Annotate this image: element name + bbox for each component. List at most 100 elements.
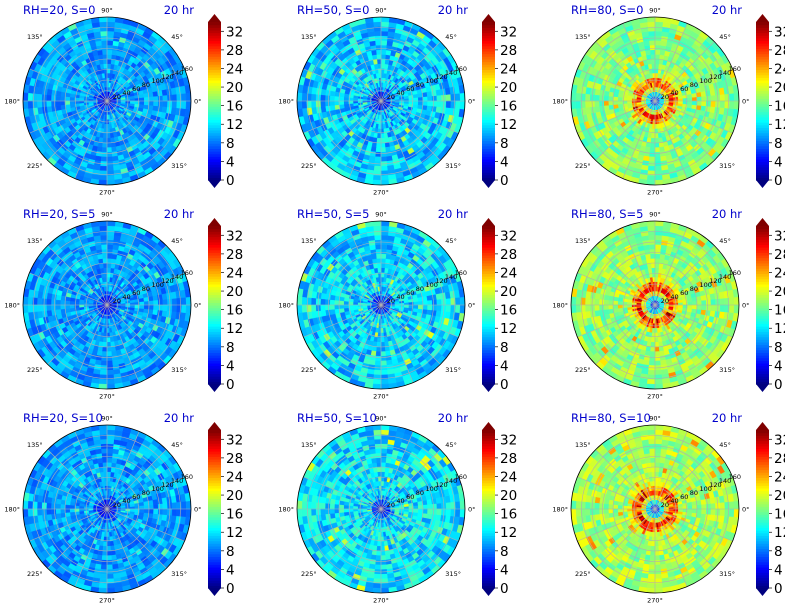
angle-tick-label: 45°	[445, 33, 457, 41]
grid-spoke	[106, 304, 140, 383]
colorbar-tick-label: 20	[500, 80, 517, 96]
angle-tick-label: 180°	[278, 302, 294, 310]
colorbar-tick-label: 8	[500, 340, 509, 356]
colorbar: 0 4 8 12 16 20 24 28 32	[482, 14, 517, 189]
colorbar: 0 4 8 12 16 20 24 28 32	[756, 422, 785, 597]
grid-spoke	[303, 304, 382, 338]
angle-tick-label: 315°	[171, 570, 187, 578]
angle-tick-label: 315°	[445, 366, 461, 374]
grid-spoke	[74, 304, 108, 383]
colorbar-tick-label: 4	[500, 562, 509, 578]
colorbar-tick-label: 32	[226, 24, 243, 40]
angle-tick-label: 45°	[719, 441, 731, 449]
grid-spoke	[321, 304, 382, 365]
colorbar-tick-label: 20	[500, 488, 517, 504]
grid-spoke	[348, 508, 382, 587]
radial-tick-label: 160	[455, 269, 467, 277]
grid-spoke	[47, 245, 108, 306]
colorbar-tick-label: 32	[774, 432, 785, 448]
panel-title: RH=20, S=0	[23, 3, 95, 17]
radial-tick-label: 80	[142, 81, 150, 89]
grid-spoke	[595, 449, 656, 510]
colorbar-tick-label: 16	[226, 303, 243, 319]
radial-tick-label: 20	[387, 297, 395, 305]
colorbar-tick-label: 12	[500, 321, 517, 337]
radial-tick-label: 20	[387, 93, 395, 101]
polar-frame	[22, 424, 192, 594]
colorbar-tick-label: 24	[226, 265, 243, 281]
grid-spoke	[106, 272, 185, 306]
angle-tick-label: 90°	[101, 415, 113, 423]
radial-tick-label: 80	[416, 81, 424, 89]
angle-tick-label: 90°	[375, 7, 387, 15]
grid-spoke	[654, 431, 688, 510]
grid-spoke	[622, 23, 656, 102]
radial-tick-label: 20	[661, 297, 669, 305]
time-label: 20 hr	[164, 207, 195, 221]
grid-spoke	[577, 304, 656, 338]
radial-tick-label: 20	[661, 501, 669, 509]
radial-tick-label: 140	[171, 273, 183, 281]
angle-tick-label: 180°	[552, 98, 568, 106]
radial-tick-label: 60	[132, 289, 140, 297]
angle-tick-label: 315°	[445, 162, 461, 170]
grid-spoke	[622, 508, 656, 587]
colorbar-tick-label: 12	[500, 525, 517, 541]
grid-spoke	[654, 227, 688, 306]
angle-tick-label: 225°	[575, 570, 591, 578]
colorbar-extend-max	[756, 422, 769, 430]
angle-tick-label: 270°	[647, 393, 663, 401]
grid-spoke	[380, 100, 441, 161]
grid-spoke	[106, 23, 140, 102]
grid-spoke	[106, 508, 167, 569]
angle-tick-label: 135°	[27, 441, 43, 449]
grid-spoke	[380, 100, 459, 134]
angle-tick-label: 315°	[719, 162, 735, 170]
colorbar-extend-min	[756, 384, 769, 392]
angle-tick-label: 0°	[742, 302, 749, 310]
angle-tick-label: 0°	[468, 506, 475, 514]
radial-tick-label: 120	[161, 73, 173, 81]
colorbar-tick-label: 28	[226, 43, 243, 59]
angle-tick-label: 180°	[4, 506, 20, 514]
colorbar-tick-label: 20	[774, 284, 785, 300]
colorbar-tick-label: 0	[500, 173, 509, 189]
radial-tick-label: 140	[445, 273, 457, 281]
colorbar-extend-min	[482, 180, 495, 188]
grid-spoke	[654, 304, 733, 338]
colorbar-tick-label: 16	[226, 507, 243, 523]
grid-spoke	[74, 227, 108, 306]
radial-tick-label: 140	[719, 273, 731, 281]
radial-tick-label: 160	[181, 65, 193, 73]
angle-tick-label: 180°	[4, 98, 20, 106]
angle-tick-label: 135°	[575, 441, 591, 449]
colorbar-tick-label: 4	[500, 358, 509, 374]
radial-tick-label: 120	[435, 277, 447, 285]
angle-tick-label: 225°	[27, 162, 43, 170]
colorbar-extend-min	[208, 588, 221, 596]
angle-tick-label: 180°	[278, 98, 294, 106]
angle-tick-label: 45°	[171, 441, 183, 449]
colorbar-tick-label: 12	[774, 321, 785, 337]
colorbar-tick-label: 12	[226, 321, 243, 337]
heat-field	[23, 221, 191, 389]
radial-tick-label: 160	[181, 473, 193, 481]
panel-title: RH=50, S=0	[297, 3, 369, 17]
colorbar-extend-max	[482, 218, 495, 226]
colorbar-tick-label: 24	[774, 61, 785, 77]
radial-tick-label: 80	[142, 285, 150, 293]
grid-spoke	[654, 508, 715, 569]
colorbar-tick-label: 20	[226, 284, 243, 300]
colorbar-tick-label: 0	[774, 581, 783, 597]
polar-frame	[296, 16, 466, 186]
angle-tick-label: 225°	[301, 162, 317, 170]
grid-spoke	[654, 449, 715, 510]
grid-spoke	[106, 100, 140, 179]
angle-tick-label: 270°	[647, 597, 663, 605]
radial-tick-label: 100	[700, 281, 712, 289]
colorbar-tick-label: 32	[500, 228, 517, 244]
angle-tick-label: 270°	[99, 393, 115, 401]
angle-tick-label: 45°	[171, 33, 183, 41]
